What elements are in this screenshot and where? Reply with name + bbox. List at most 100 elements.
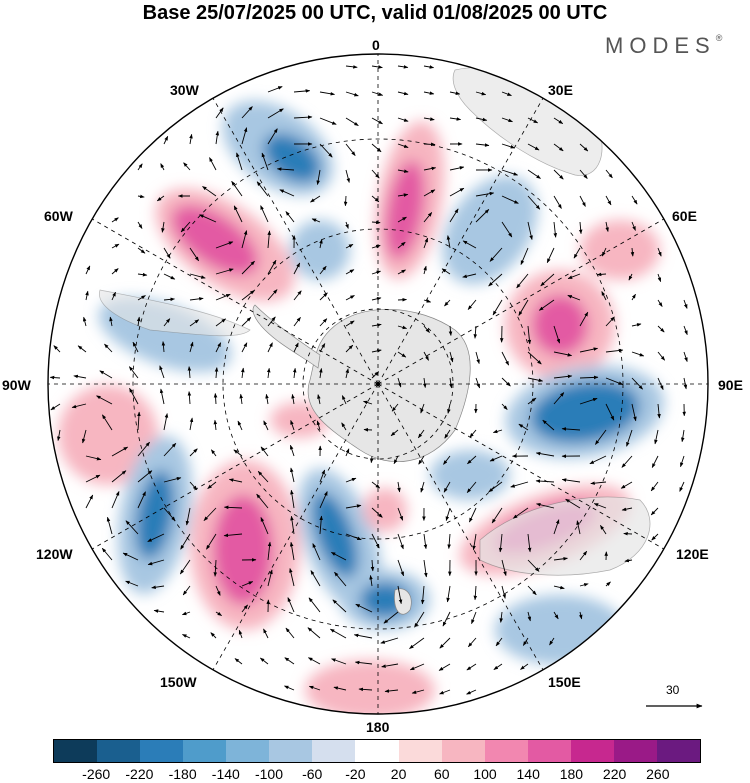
wind-vector (85, 290, 89, 301)
wind-vector (147, 559, 165, 566)
wind-vector (189, 133, 193, 145)
wind-vector (234, 658, 243, 665)
wind-vector (445, 507, 451, 522)
wind-vector (469, 429, 477, 438)
colorbar-swatch (140, 740, 184, 762)
registered-mark: ® (715, 33, 723, 43)
wind-vector (363, 400, 373, 405)
wind-vector (241, 604, 248, 613)
modes-logo: MODES® (605, 33, 722, 59)
wind-vector (542, 419, 555, 431)
wind-vector (422, 377, 427, 389)
wind-vector (289, 541, 295, 561)
wind-vector (579, 169, 588, 179)
wind-vector (187, 366, 192, 379)
wind-vector (420, 481, 425, 493)
wind-vector (319, 343, 326, 353)
wind-vector (137, 295, 146, 301)
wind-vector (680, 429, 685, 443)
wind-vector (319, 143, 333, 158)
map-disk (48, 54, 708, 714)
wind-vector (137, 163, 143, 171)
wind-vector (330, 551, 347, 561)
wind-vector (99, 370, 113, 379)
wind-vector (446, 235, 451, 249)
wind-vector (106, 516, 113, 535)
wind-vector (125, 580, 139, 587)
wind-vector (209, 157, 217, 171)
wind-vector (333, 686, 347, 691)
anomaly-region (532, 295, 588, 355)
wind-vector (553, 585, 565, 590)
meridian-line (212, 98, 379, 385)
wind-vector (371, 297, 382, 301)
wind-vector (492, 429, 503, 434)
wind-vector (683, 325, 688, 336)
wind-vector (210, 632, 217, 639)
meridian-line (92, 383, 379, 550)
wind-vector (594, 429, 607, 445)
south-pole-marker (376, 382, 380, 386)
wind-vector (370, 559, 375, 572)
wind-vector (111, 470, 127, 483)
wind-vector (109, 316, 113, 327)
wind-vector (137, 470, 153, 483)
wind-vector (215, 611, 222, 616)
wind-vector (579, 583, 589, 587)
wind-vector (397, 143, 409, 148)
wind-vector (466, 663, 477, 671)
wind-vector (579, 347, 599, 353)
wind-vector (449, 91, 461, 95)
wind-vector (628, 273, 633, 281)
lon-label-30w: 30W (170, 82, 199, 98)
wind-vector (423, 65, 435, 69)
wind-vector (631, 377, 643, 390)
colorbar-tick-label: 140 (516, 766, 540, 782)
wind-vector (371, 91, 384, 96)
wind-vector (442, 611, 451, 627)
wind-vector (290, 515, 295, 535)
wind-vector (354, 660, 373, 665)
wind-vector (631, 351, 645, 357)
wind-vector (319, 91, 335, 96)
wind-vector (199, 214, 217, 223)
wind-vector (535, 451, 555, 457)
wind-vector (187, 391, 192, 405)
wind-vector (579, 143, 589, 152)
meridian-line (377, 218, 664, 385)
wind-vector (179, 559, 191, 575)
wind-vector (391, 403, 399, 412)
wind-vector (540, 273, 555, 287)
wind-vector (257, 471, 269, 483)
wind-vector (260, 517, 269, 535)
wind-vector (397, 169, 409, 173)
lon-label-60w: 60W (44, 208, 73, 224)
wind-vector (183, 162, 191, 171)
wind-vector (467, 455, 477, 465)
wind-vector (236, 152, 243, 171)
colorbar-swatch (183, 740, 227, 762)
wind-vector (345, 65, 358, 69)
wind-vector (384, 689, 399, 693)
wind-vector (163, 297, 175, 302)
colorbar (53, 739, 701, 763)
wind-vector (345, 344, 354, 353)
wind-vector (475, 377, 481, 389)
wind-vector (289, 568, 295, 587)
wind-vector (137, 491, 146, 509)
wind-vector (260, 205, 269, 223)
wind-vector (267, 108, 284, 119)
wind-vector (553, 519, 560, 535)
wind-vector (263, 628, 269, 639)
wind-vector (85, 455, 102, 461)
colorbar-swatch (527, 740, 571, 762)
wind-vector (589, 455, 607, 465)
wind-vector (104, 343, 113, 353)
wind-vector (605, 377, 624, 385)
wind-vector (228, 478, 243, 483)
wind-vector (329, 628, 347, 639)
wind-vector (241, 127, 248, 145)
wind-vector (111, 217, 119, 223)
wind-vector (111, 291, 116, 301)
wind-vector (493, 663, 503, 670)
